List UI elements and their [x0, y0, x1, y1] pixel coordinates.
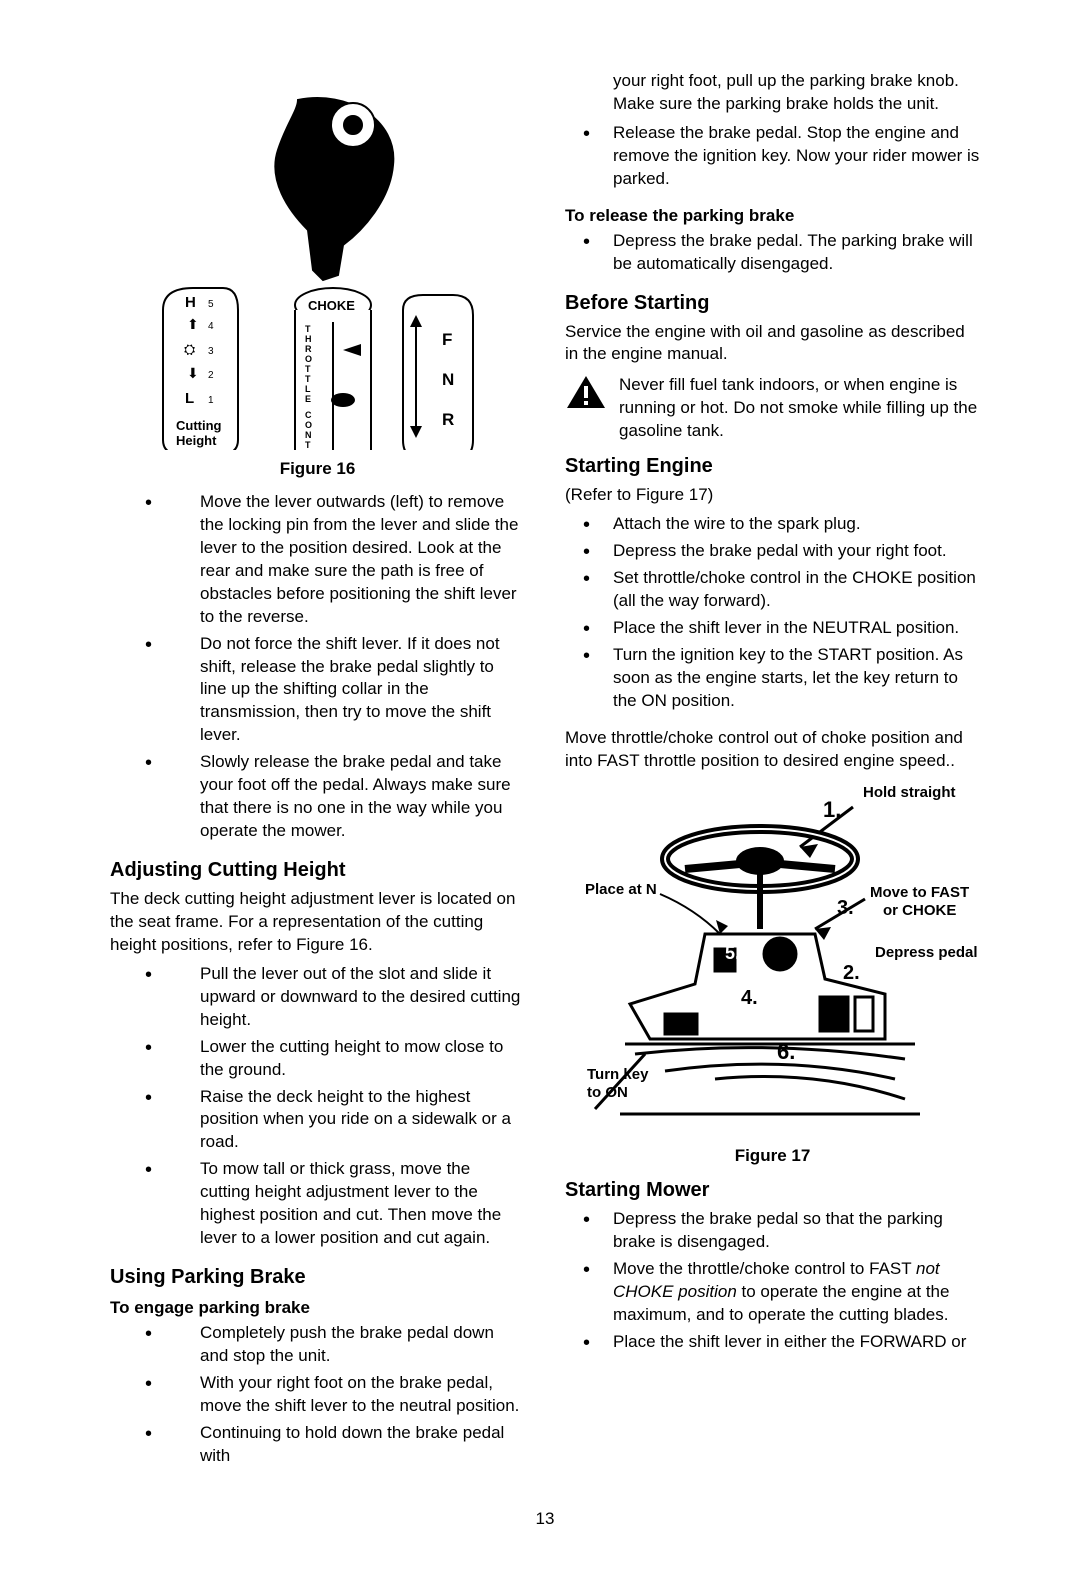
- list-item: Slowly release the brake pedal and take …: [165, 751, 525, 843]
- svg-text:T: T: [305, 324, 311, 334]
- svg-text:4: 4: [208, 321, 214, 332]
- label-l: L: [185, 390, 194, 407]
- svg-text:T: T: [305, 374, 311, 384]
- svg-text:H: H: [305, 334, 312, 344]
- throttle-panel: CHOKE T H R O T T L E C O N T R: [295, 288, 371, 450]
- list-item: Continuing to hold down the brake pedal …: [165, 1422, 525, 1468]
- label-r: R: [442, 410, 454, 429]
- continued-text: your right foot, pull up the parking bra…: [565, 70, 980, 116]
- right-column: your right foot, pull up the parking bra…: [565, 70, 980, 1482]
- list-item: Do not force the shift lever. If it does…: [165, 633, 525, 748]
- list-item: Pull the lever out of the slot and slide…: [165, 963, 525, 1032]
- list-item: Depress the brake pedal. The parking bra…: [583, 230, 980, 276]
- list-item: Place the shift lever in the NEUTRAL pos…: [583, 617, 980, 640]
- svg-text:Cutting: Cutting: [176, 418, 222, 433]
- list-item: Set throttle/choke control in the CHOKE …: [583, 567, 980, 613]
- label-f: F: [442, 330, 452, 349]
- svg-text:O: O: [305, 420, 312, 430]
- label-h: H: [185, 294, 196, 311]
- svg-text:1: 1: [208, 395, 214, 406]
- figure-16-caption: Figure 16: [110, 458, 525, 481]
- warning-text: Never fill fuel tank indoors, or when en…: [619, 374, 980, 443]
- page-number: 13: [110, 1508, 980, 1531]
- list-item: Depress the brake pedal with your right …: [583, 540, 980, 563]
- svg-text:⬇: ⬇: [187, 365, 199, 381]
- engage-subheading: To engage parking brake: [110, 1297, 525, 1320]
- svg-text:to ON: to ON: [587, 1084, 628, 1101]
- adjusting-bullets: Pull the lever out of the slot and slide…: [110, 963, 525, 1250]
- label-5: 5.: [725, 943, 740, 963]
- list-item: Completely push the brake pedal down and…: [165, 1322, 525, 1368]
- svg-text:T: T: [305, 364, 311, 374]
- label-place-n: Place at N: [585, 881, 657, 898]
- list-item: Depress the brake pedal so that the park…: [583, 1208, 980, 1254]
- before-heading: Before Starting: [565, 290, 980, 317]
- svg-text:or CHOKE: or CHOKE: [883, 902, 956, 919]
- cutting-height-panel: H 5 ⬆ 4 ⛭ 3 ⬇ 2 L 1 Cutting Height: [163, 288, 238, 450]
- svg-text:Move to FAST: Move to FAST: [870, 884, 969, 901]
- svg-text:Height: Height: [176, 433, 217, 448]
- adjusting-intro: The deck cutting height adjustment lever…: [110, 888, 525, 957]
- label-4: 4.: [741, 987, 758, 1009]
- list-item: Lower the cutting height to mow close to…: [165, 1036, 525, 1082]
- svg-text:L: L: [305, 384, 311, 394]
- list-item: Release the brake pedal. Stop the engine…: [583, 122, 980, 191]
- svg-text:E: E: [305, 394, 311, 404]
- svg-text:R: R: [305, 344, 312, 354]
- list-item: Move the throttle/choke control to FAST …: [583, 1258, 980, 1327]
- svg-text:⬆: ⬆: [187, 316, 199, 332]
- adjusting-heading: Adjusting Cutting Height: [110, 857, 525, 884]
- before-text: Service the engine with oil and gasoline…: [565, 321, 980, 367]
- svg-text:O: O: [305, 354, 312, 364]
- starting-engine-outro: Move throttle/choke control out of choke…: [565, 727, 980, 773]
- svg-text:Turn key: Turn key: [587, 1066, 649, 1083]
- release-subheading: To release the parking brake: [565, 205, 980, 228]
- starting-mower-bullets: Depress the brake pedal so that the park…: [565, 1208, 980, 1354]
- svg-text:⛭: ⛭: [184, 341, 195, 357]
- release-bullets: Depress the brake pedal. The parking bra…: [565, 230, 980, 276]
- label-2: 2.: [843, 962, 860, 984]
- top-bullets: Release the brake pedal. Stop the engine…: [565, 122, 980, 191]
- list-item: Turn the ignition key to the START posit…: [583, 644, 980, 713]
- starting-engine-heading: Starting Engine: [565, 453, 980, 480]
- svg-text:T: T: [305, 440, 311, 450]
- list-item: With your right foot on the brake pedal,…: [165, 1372, 525, 1418]
- label-depress: Depress pedal: [875, 944, 978, 961]
- list-item: Move the lever outwards (left) to remove…: [165, 491, 525, 629]
- figure-16-svg: H 5 ⬆ 4 ⛭ 3 ⬇ 2 L 1 Cutting Height CHOKE: [138, 70, 498, 450]
- figure-16-illustration: H 5 ⬆ 4 ⛭ 3 ⬇ 2 L 1 Cutting Height CHOKE: [138, 70, 498, 450]
- list-item: Place the shift lever in either the FORW…: [583, 1331, 980, 1354]
- list-item: To mow tall or thick grass, move the cut…: [165, 1158, 525, 1250]
- figure-17-illustration: Hold straight 1. Place at N Move to FAST…: [565, 779, 985, 1139]
- svg-text:2: 2: [208, 370, 214, 381]
- label-hold-straight: Hold straight: [863, 784, 956, 801]
- list-item: Attach the wire to the spark plug.: [583, 513, 980, 536]
- warning-icon: [565, 374, 607, 410]
- left-column: H 5 ⬆ 4 ⛭ 3 ⬇ 2 L 1 Cutting Height CHOKE: [110, 70, 525, 1482]
- svg-text:3: 3: [208, 346, 214, 357]
- list-item: Raise the deck height to the highest pos…: [165, 1086, 525, 1155]
- starting-engine-bullets: Attach the wire to the spark plug. Depre…: [565, 513, 980, 713]
- starting-mower-heading: Starting Mower: [565, 1177, 980, 1204]
- svg-text:N: N: [305, 430, 312, 440]
- engage-bullets: Completely push the brake pedal down and…: [110, 1322, 525, 1468]
- text: Move the throttle/choke control to FAST: [613, 1259, 916, 1278]
- svg-text:C: C: [305, 410, 312, 420]
- shift-lever-panel: F N R Shift Lever: [403, 295, 473, 450]
- warning-block: Never fill fuel tank indoors, or when en…: [565, 374, 980, 443]
- refer-figure-17: (Refer to Figure 17): [565, 484, 980, 507]
- svg-text:5: 5: [208, 299, 214, 310]
- parking-heading: Using Parking Brake: [110, 1264, 525, 1291]
- figure-16-bullets: Move the lever outwards (left) to remove…: [110, 491, 525, 843]
- figure-17-svg: Hold straight 1. Place at N Move to FAST…: [565, 779, 985, 1139]
- label-n: N: [442, 370, 454, 389]
- figure-17-caption: Figure 17: [565, 1145, 980, 1168]
